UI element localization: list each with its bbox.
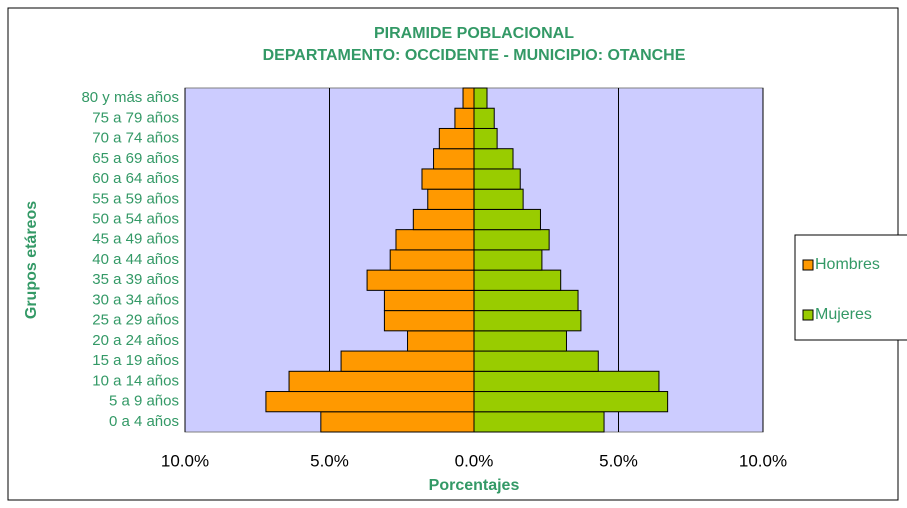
bar: [320, 411, 475, 433]
bar: [473, 269, 562, 291]
x-tick-label: 5.0%: [599, 451, 638, 470]
bar: [366, 269, 475, 291]
bar: [473, 310, 582, 332]
bar: [473, 168, 521, 190]
legend-label: Hombres: [815, 256, 880, 273]
legend-swatch: [802, 309, 814, 321]
bar: [427, 188, 475, 210]
bar: [473, 411, 605, 433]
y-tick-label: 0 a 4 años: [109, 413, 179, 430]
bar: [473, 289, 579, 312]
plot: 10.0% 5.0% 0.0% 5.0% 10.0% 0 a 4 años 5 a 9 añ…: [81, 87, 787, 470]
chart-title: PIRAMIDE POBLACIONAL: [374, 25, 574, 42]
x-tick-label: 10.0%: [739, 451, 787, 470]
bar: [383, 310, 475, 332]
bar: [473, 391, 669, 413]
y-tick-label: 80 y más años: [81, 89, 179, 106]
legend: [794, 234, 907, 341]
bar: [438, 127, 475, 150]
y-tick-label: 70 a 74 años: [92, 130, 179, 147]
x-axis-label: Porcentajes: [429, 477, 520, 494]
y-tick-label: 55 a 59 años: [92, 190, 179, 207]
y-tick-label: 30 a 34 años: [92, 291, 179, 308]
bar: [462, 87, 475, 109]
bar: [389, 249, 475, 271]
legend-label: Mujeres: [815, 306, 872, 323]
bar: [407, 330, 475, 352]
bar: [473, 370, 660, 393]
bar: [288, 370, 475, 393]
bar: [412, 208, 475, 231]
legend-swatch: [802, 259, 814, 271]
y-axis-label: Grupos etáreos: [23, 201, 40, 319]
y-tick-label: 40 a 44 años: [92, 251, 179, 268]
bar: [395, 229, 475, 251]
y-tick-label: 45 a 49 años: [92, 231, 179, 248]
y-tick-label: 50 a 54 años: [92, 210, 179, 227]
bar: [433, 148, 475, 170]
bar: [383, 289, 475, 312]
bar: [473, 208, 541, 231]
y-tick-label: 35 a 39 años: [92, 271, 179, 288]
bar: [473, 249, 543, 271]
y-tick-label: 75 a 79 años: [92, 109, 179, 126]
y-tick-label: 65 a 69 años: [92, 150, 179, 167]
y-tick-label: 60 a 64 años: [92, 170, 179, 187]
bar: [473, 229, 550, 251]
x-tick-label: 5.0%: [310, 451, 349, 470]
bar: [454, 107, 475, 129]
bar: [421, 168, 475, 190]
y-tick-label: 20 a 24 años: [92, 332, 179, 349]
bar: [473, 107, 495, 129]
bar: [473, 188, 524, 210]
bar: [473, 350, 599, 372]
bar: [340, 350, 475, 372]
bar: [473, 148, 514, 170]
bar: [473, 87, 488, 109]
bar: [265, 391, 475, 413]
y-tick-label: 10 a 14 años: [92, 372, 179, 389]
y-tick-label: 5 a 9 años: [109, 393, 179, 410]
chart-subtitle: DEPARTAMENTO: OCCIDENTE - MUNICIPIO: OTA…: [263, 47, 686, 64]
y-tick-label: 15 a 19 años: [92, 352, 179, 369]
y-tick-label: 25 a 29 años: [92, 312, 179, 329]
bar: [473, 330, 567, 352]
x-tick-label: 0.0%: [455, 451, 494, 470]
bar: [473, 127, 498, 150]
x-tick-label: 10.0%: [161, 451, 209, 470]
